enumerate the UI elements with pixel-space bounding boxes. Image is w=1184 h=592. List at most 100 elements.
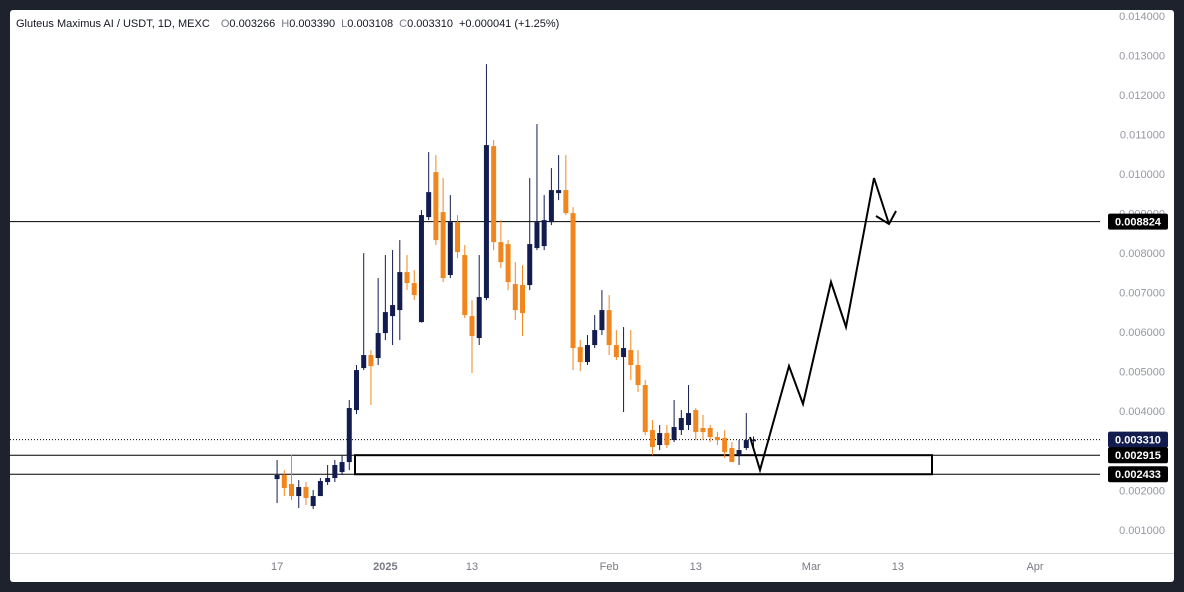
candle-body	[592, 330, 598, 346]
ohlc-key: L	[341, 18, 347, 30]
candle-body	[671, 427, 677, 441]
candle-body	[469, 316, 475, 337]
candle-body	[361, 355, 367, 369]
chart-panel	[10, 10, 1174, 582]
candle-body	[635, 365, 641, 386]
candle-body	[613, 345, 619, 358]
candle-body	[455, 222, 461, 253]
change: +0.000041 (+1.25%)	[459, 18, 559, 30]
candle-body	[397, 272, 403, 311]
candle-body	[476, 297, 482, 339]
y-tick-label: 0.012000	[1119, 90, 1165, 102]
x-tick-label: 13	[892, 561, 904, 573]
candle-body	[426, 192, 432, 218]
level-label: 0.002433	[1115, 469, 1161, 481]
y-tick-label: 0.007000	[1119, 288, 1165, 300]
candle-body	[686, 413, 692, 426]
y-tick-label: 0.005000	[1119, 367, 1165, 379]
candle-body	[382, 312, 388, 334]
candle-body	[664, 433, 670, 446]
projection-path	[749, 177, 890, 474]
candle-body	[599, 310, 605, 331]
level-label: 0.003310	[1115, 434, 1161, 446]
candle-body	[289, 484, 295, 497]
candle-body	[729, 448, 735, 463]
candle-body	[512, 284, 518, 311]
candle-body	[375, 333, 381, 359]
candle-body	[411, 283, 417, 296]
y-tick-label: 0.004000	[1119, 406, 1165, 418]
candle-body	[707, 428, 713, 438]
candle-body	[462, 255, 468, 316]
level-tag	[1108, 431, 1168, 448]
level-label: 0.008824	[1115, 217, 1162, 229]
candle-body	[548, 190, 554, 223]
candle-body	[483, 145, 489, 299]
candle-body	[491, 146, 497, 243]
ohlc-value: 0.003266	[229, 18, 275, 30]
ohlc-value: 0.003108	[347, 18, 393, 30]
ohlc-value: 0.003310	[407, 18, 453, 30]
candle-body	[404, 272, 410, 284]
candle-body	[390, 305, 396, 317]
candle-body	[534, 222, 540, 249]
y-tick-label: 0.014000	[1119, 11, 1165, 23]
x-tick-label: 17	[271, 561, 283, 573]
candle-body	[418, 215, 424, 323]
ohlc-key: H	[281, 18, 289, 30]
candle-body	[346, 408, 352, 463]
ohlc-key: C	[399, 18, 407, 30]
candle-body	[714, 437, 720, 441]
y-tick-label: 0.001000	[1119, 525, 1165, 537]
y-tick-label: 0.013000	[1119, 51, 1165, 63]
candle-body	[584, 345, 590, 363]
candle-body	[281, 475, 287, 489]
ohlc-value: 0.003390	[289, 18, 335, 30]
candle-body	[621, 348, 627, 358]
header: Gluteus Maximus AI / USDT, 1D, MEXC O0.0…	[16, 18, 559, 30]
candle-body	[520, 285, 526, 314]
x-tick-label: 2025	[373, 561, 397, 573]
candle-body	[303, 487, 309, 499]
candle-body	[498, 242, 504, 263]
candle-body	[642, 385, 648, 433]
level-tag	[1108, 466, 1168, 483]
candle-body	[310, 496, 316, 507]
candle-body	[722, 438, 728, 453]
y-tick-label: 0.011000	[1120, 130, 1165, 142]
candle-body	[736, 450, 742, 456]
x-tick-label: 13	[690, 561, 702, 573]
candle-body	[332, 465, 338, 479]
candle-body	[325, 478, 331, 483]
candle-body	[433, 172, 439, 241]
level-tag	[1108, 213, 1168, 230]
candle-body	[743, 440, 749, 449]
symbol: Gluteus Maximus AI / USDT, 1D, MEXC	[16, 18, 210, 30]
projection-arrow	[875, 210, 897, 226]
candle-body	[570, 213, 576, 349]
y-tick-label: 0.010000	[1119, 169, 1165, 181]
candle-body	[527, 244, 533, 286]
candle-body	[751, 439, 757, 442]
y-tick-label: 0.006000	[1119, 327, 1165, 339]
y-tick-label: 0.002000	[1119, 485, 1165, 497]
candle-body	[368, 355, 374, 367]
level-label: 0.002915	[1115, 450, 1161, 462]
candle-body	[296, 487, 302, 497]
candle-body	[317, 481, 323, 497]
candle-body	[440, 212, 446, 279]
candle-body	[577, 347, 583, 363]
candle-body	[657, 433, 663, 446]
y-tick-label: 0.008000	[1119, 248, 1165, 260]
ohlc-key: O	[221, 18, 230, 30]
candle-body	[649, 430, 655, 448]
candle-body	[628, 350, 634, 366]
candle-body	[693, 410, 699, 433]
x-tick-label: Mar	[802, 561, 821, 573]
candle-body	[606, 310, 612, 346]
candle-body	[700, 428, 706, 433]
x-tick-label: 13	[466, 561, 478, 573]
candle-body	[447, 222, 453, 276]
